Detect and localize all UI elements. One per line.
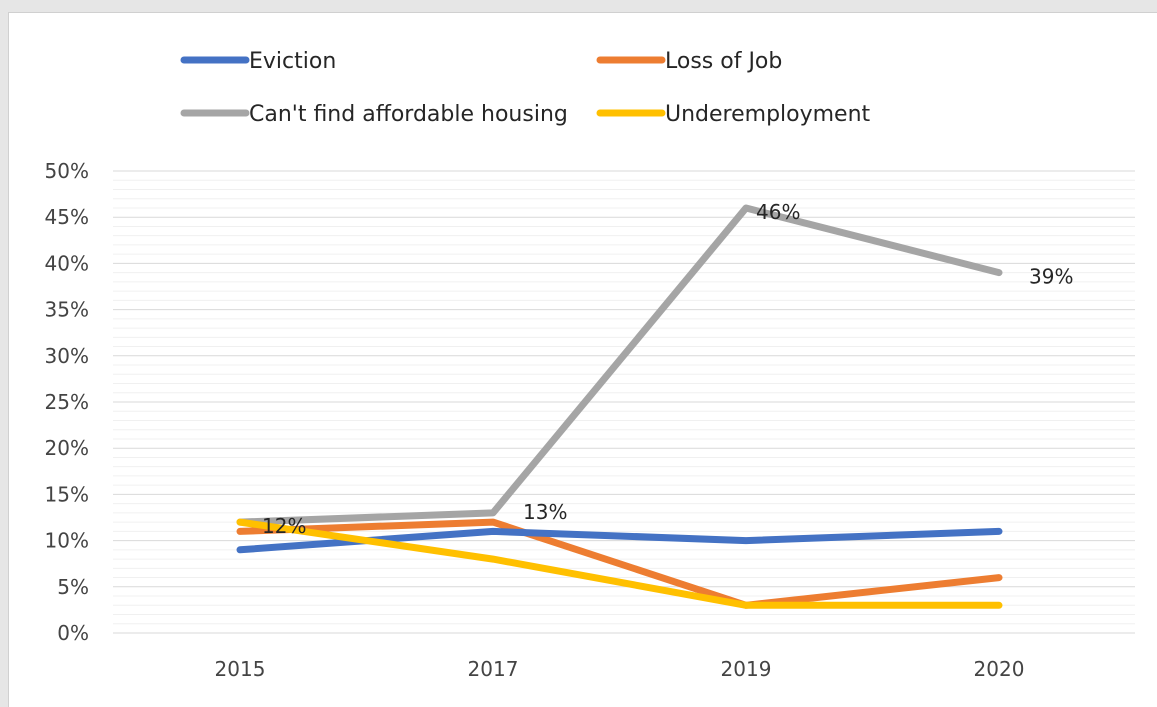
y-axis-ticks: 0% 5% 10% 15% 20% 25% 30% 35% 40% 45% 50% [45,159,89,645]
series-line-can-t-find-affordable-housing [236,204,1003,526]
series-lines [236,204,1003,609]
y-tick-label: 20% [45,436,89,460]
data-label: 46% [756,200,800,224]
chart-frame: 0% 5% 10% 15% 20% 25% 30% 35% 40% 45% 50% 2015 2017… [8,12,1157,707]
legend-label: Loss of Job [665,49,782,74]
data-label: 13% [523,500,567,524]
y-tick-label: 45% [45,205,89,229]
y-tick-label: 35% [45,298,89,322]
series-line-loss-of-job [236,518,1003,609]
y-tick-label: 25% [45,390,89,414]
legend-label: Eviction [249,49,336,74]
y-tick-label: 50% [45,159,89,183]
major-gridlines [113,170,1135,634]
x-tick-label: 2015 [215,657,266,681]
x-tick-label: 2019 [721,657,772,681]
y-tick-label: 10% [45,529,89,553]
y-tick-label: 15% [45,482,89,506]
y-tick-label: 0% [57,621,89,645]
series-line-underemployment [236,518,1003,609]
y-tick-label: 5% [57,575,89,599]
y-tick-label: 40% [45,251,89,275]
line-chart: 0% 5% 10% 15% 20% 25% 30% 35% 40% 45% 50% 2015 2017… [45,49,1135,681]
y-tick-label: 30% [45,344,89,368]
data-labels: 12% 13% 46% 39% [262,200,1073,538]
x-axis-ticks: 2015 2017 2019 2020 [215,657,1025,681]
minor-gridlines [113,179,1135,625]
x-tick-label: 2020 [974,657,1025,681]
legend-label: Underemployment [665,102,871,127]
data-label: 39% [1029,265,1073,289]
legend: Eviction Loss of Job Can't find affordable… [180,49,871,127]
x-tick-label: 2017 [468,657,519,681]
legend-label: Can't find affordable housing [249,102,568,127]
data-label: 12% [262,514,306,538]
